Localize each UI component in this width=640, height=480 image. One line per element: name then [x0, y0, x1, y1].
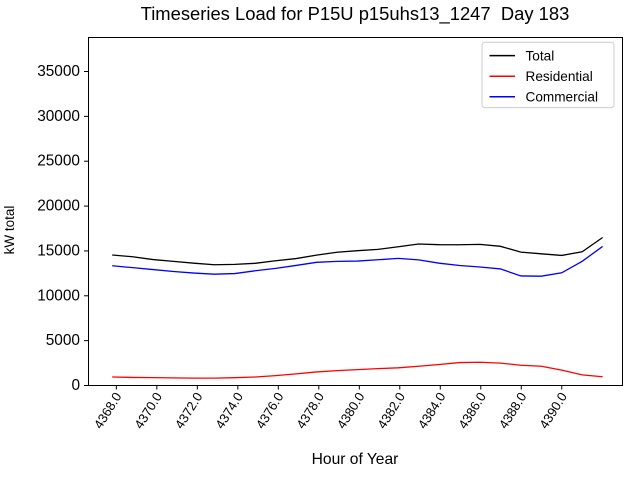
svg-text:10000: 10000 — [37, 287, 80, 304]
svg-text:kW total: kW total — [2, 206, 17, 255]
svg-text:20000: 20000 — [37, 198, 80, 215]
svg-text:Hour of Year: Hour of Year — [312, 451, 399, 468]
svg-text:0: 0 — [71, 377, 80, 394]
svg-text:30000: 30000 — [37, 108, 80, 125]
svg-text:15000: 15000 — [37, 242, 80, 259]
svg-text:5000: 5000 — [46, 332, 80, 349]
svg-text:25000: 25000 — [37, 153, 80, 170]
svg-text:Residential: Residential — [526, 69, 593, 84]
svg-text:Commercial: Commercial — [526, 90, 599, 105]
svg-text:35000: 35000 — [37, 63, 80, 80]
svg-text:Timeseries Load for P15U p15uh: Timeseries Load for P15U p15uhs13_1247 D… — [141, 3, 570, 25]
svg-text:Total: Total — [526, 49, 555, 64]
